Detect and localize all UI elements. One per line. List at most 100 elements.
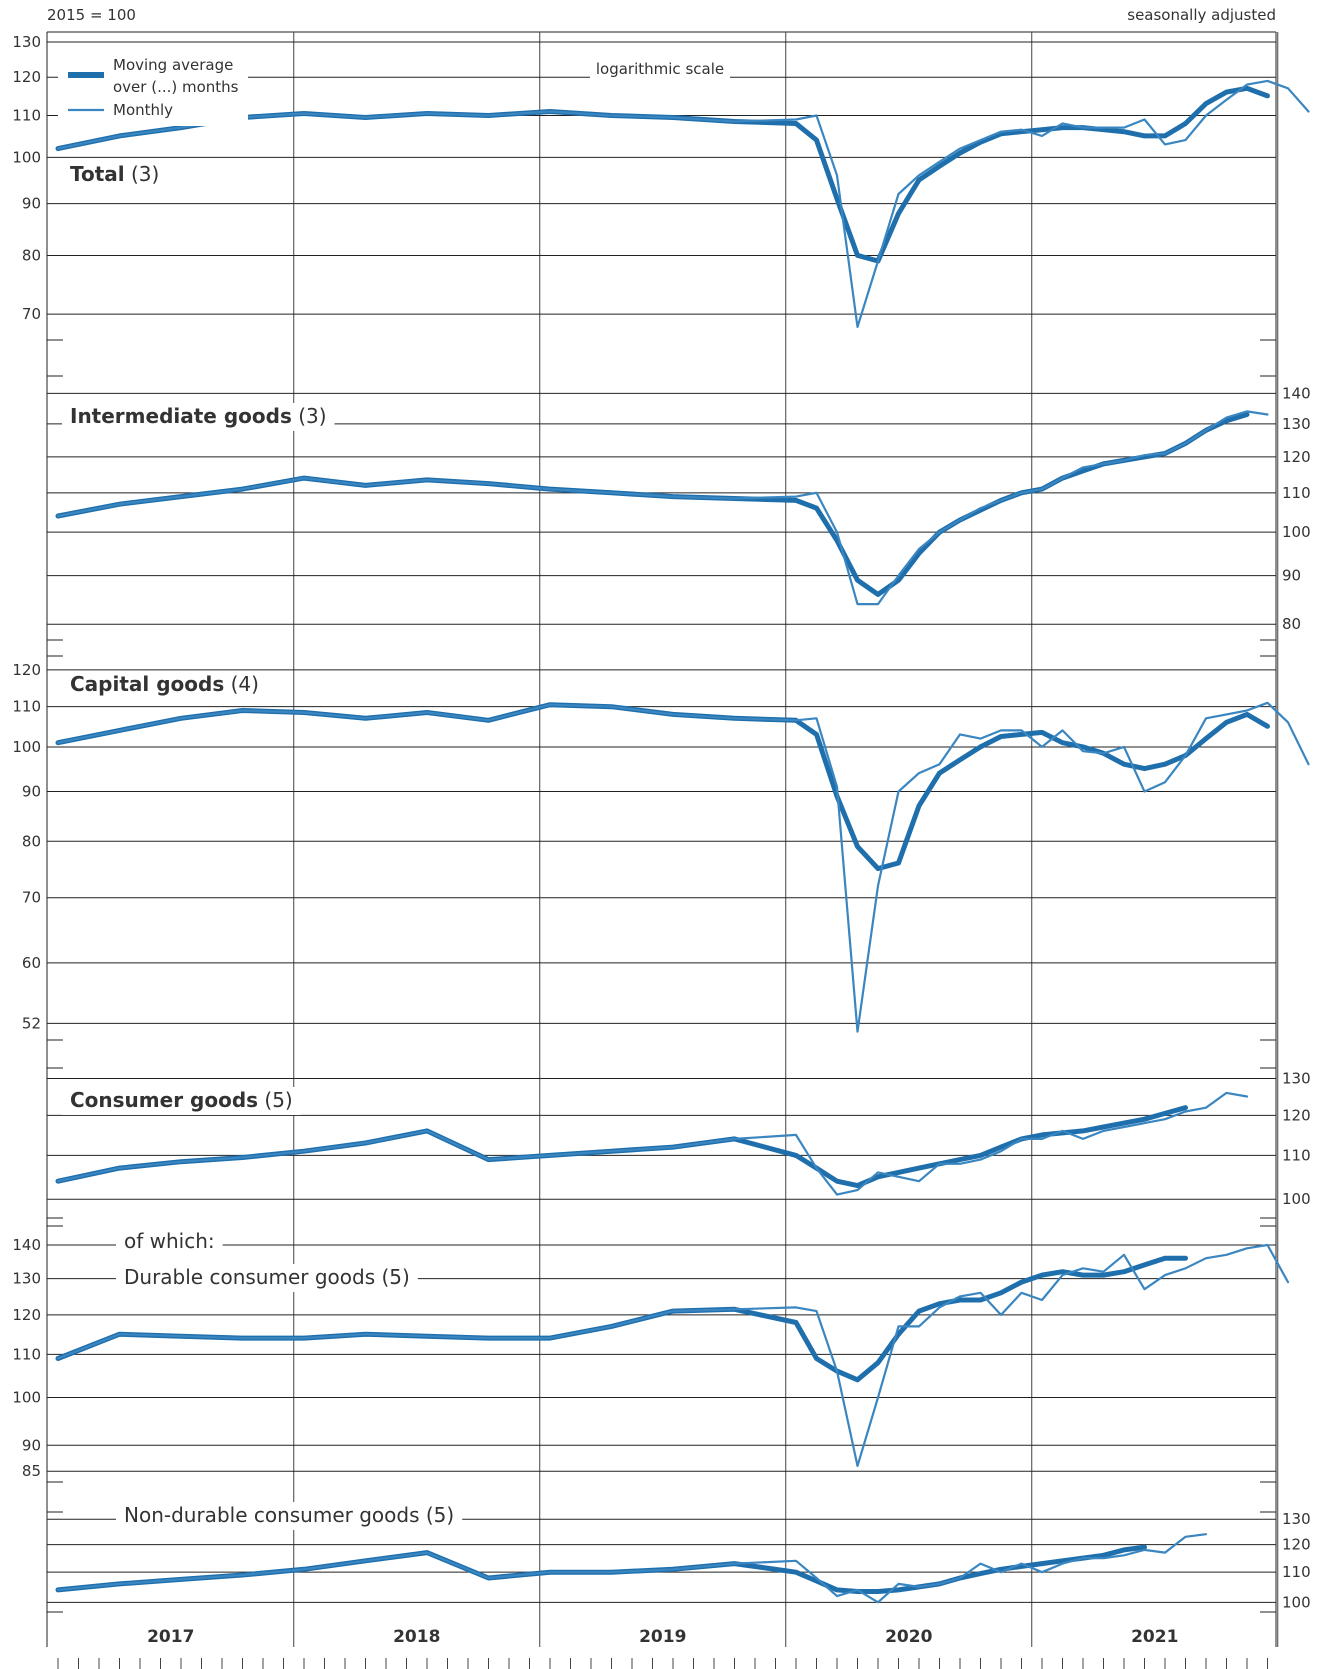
y-tick-label: 90 [22,195,41,213]
panel-4: 100 110 120 130 Consumer goods (5) [47,1067,1311,1219]
scale-note-bg [590,55,730,81]
y-tick-label: 60 [22,954,41,972]
year-label: 2020 [885,1627,932,1647]
panel-title-main: Non-durable consumer goods [124,1503,420,1527]
chart-panels: 70 80 90 100 110 120 130 Total (3) 80 90 100 110 120… [12,31,1311,1647]
index-base-label: 2015 = 100 [47,6,136,24]
title-mask [116,1264,418,1292]
title-mask [62,671,267,699]
y-tick-label: 130 [12,1270,41,1288]
y-tick-label: 130 [1282,415,1311,433]
y-tick-label: 110 [12,698,41,716]
panel-2: 80 90 100 110 120 130 140 Intermediate goods (3… [47,375,1311,641]
panel-title-text: of which: [124,1229,215,1253]
seasonal-adjustment-label: seasonally adjusted [1127,6,1276,24]
panel-title-note: (3) [292,404,327,428]
y-tick-label: 100 [12,738,41,756]
y-tick-label: 120 [12,1306,41,1324]
year-label: 2017 [147,1627,194,1647]
y-tick-label: 110 [1282,1563,1311,1581]
monthly-line [56,79,1310,328]
year-label: 2019 [639,1627,686,1647]
panel-title-note: (5) [375,1265,410,1289]
monthly-line [56,701,1310,1033]
y-tick-label: 70 [22,305,41,323]
y-tick-label: 130 [1282,1069,1311,1087]
panel-title-main: of which: [124,1229,215,1253]
panel-title-main: Capital goods [70,672,224,696]
y-tick-label: 110 [12,106,41,124]
panel-title-text: Consumer goods (5) [70,1088,293,1112]
panel-title: Intermediate goods (3) [62,403,335,431]
panel-6: 100 110 120 130 Non-durable consumer goods (… [47,1502,1311,1613]
monthly-line [56,1091,1249,1196]
panel-title-note: (4) [224,672,259,696]
y-tick-label: 110 [1282,484,1311,502]
moving-average-line [55,1544,1147,1594]
panel-title-text: Capital goods (4) [70,672,259,696]
y-tick-label: 85 [22,1462,41,1480]
legend: Moving average over (...) months Monthly lo… [58,50,730,126]
y-tick-label: 130 [12,33,41,51]
y-tick-label: 140 [12,1236,41,1254]
panel-title: of which: Durable consumer goods (5) [116,1228,418,1292]
y-tick-label: 80 [1282,615,1301,633]
panel-title-text: Intermediate goods (3) [70,404,327,428]
panel-title-main: Durable consumer goods [124,1265,375,1289]
y-tick-label: 70 [22,889,41,907]
legend-ma-label-1: Moving average [113,56,233,74]
monthly-line [56,1243,1290,1467]
y-tick-label: 52 [22,1014,41,1032]
monthly-line [56,1533,1208,1604]
y-tick-label: 80 [22,246,41,264]
year-label: 2018 [393,1627,440,1647]
y-tick-label: 100 [1282,1190,1311,1208]
y-tick-label: 120 [1282,1536,1311,1554]
panel-title: Capital goods (4) [62,671,267,699]
moving-average-line [55,1105,1188,1189]
y-tick-label: 80 [22,832,41,850]
y-tick-label: 110 [1282,1146,1311,1164]
panel-1: 70 80 90 100 110 120 130 Total (3) [12,33,1310,341]
title-mask [62,403,335,431]
y-tick-label: 140 [1282,384,1311,402]
title-mask [62,1087,301,1115]
y-tick-label: 120 [1282,448,1311,466]
x-axis: 201720182019202020212022 [57,1627,1268,1669]
moving-average-line [55,702,1270,872]
panel-title: Non-durable consumer goods (5) [116,1502,463,1530]
y-tick-label: 90 [22,782,41,800]
y-tick-label: 90 [1282,567,1301,585]
title-mask [62,161,168,189]
panel-title-main: Consumer goods [70,1088,258,1112]
monthly-line [56,410,1269,606]
y-tick-label: 120 [12,68,41,86]
legend-ma-label-2: over (...) months [113,78,239,96]
panel-title-text: Total (3) [70,162,159,186]
y-tick-label: 110 [12,1345,41,1363]
y-tick-label: 100 [1282,523,1311,541]
y-tick-label: 120 [1282,1106,1311,1124]
legend-monthly-label: Monthly [113,101,173,119]
y-tick-label: 100 [12,148,41,166]
y-tick-label: 100 [1282,1593,1311,1611]
panel-3: 52 60 70 80 90 100 110 120 Capital goods (4) [12,655,1310,1041]
title-mask [116,1502,463,1530]
panel-title-note: (5) [420,1503,455,1527]
y-tick-label: 130 [1282,1510,1311,1528]
panel-title: Total (3) [62,161,168,189]
panel-5: 85 90 100 110 120 130 140 of which: Durable cons… [12,1225,1290,1483]
panel-title: Consumer goods (5) [62,1087,301,1115]
y-tick-label: 90 [22,1436,41,1454]
y-tick-label: 100 [12,1389,41,1407]
y-tick-label: 120 [12,661,41,679]
panel-title-main: Intermediate goods [70,404,292,428]
title-mask [116,1228,223,1256]
legend-bg [58,50,248,126]
panel-title-text: Non-durable consumer goods (5) [124,1503,454,1527]
panel-title-note: (3) [125,162,160,186]
moving-average-line [55,412,1250,597]
panel-title-main: Total [70,162,125,186]
scale-note: logarithmic scale [596,60,724,78]
